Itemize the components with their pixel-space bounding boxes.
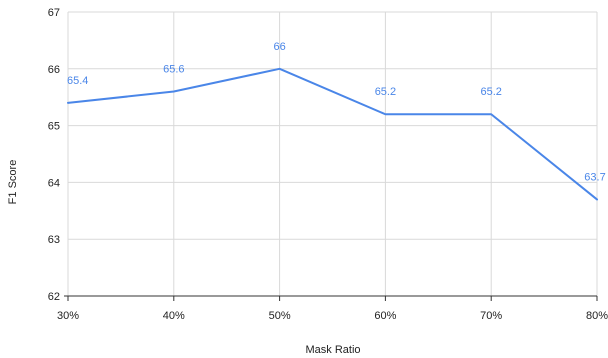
y-tick-label: 63 [48, 234, 60, 246]
data-label: 66 [273, 41, 285, 53]
y-tick-label: 62 [48, 291, 60, 303]
x-tick-label: 30% [57, 310, 79, 322]
y-tick-label: 64 [48, 177, 60, 189]
x-tick-label: 60% [374, 310, 396, 322]
data-label: 63.7 [584, 171, 605, 183]
data-label: 65.4 [67, 75, 88, 87]
x-tick-label: 80% [586, 310, 608, 322]
label-layer: 65.4 65.6 66 65.2 65.2 63.7 [67, 41, 606, 184]
grid-layer [67, 11, 598, 296]
x-tick-label: 50% [269, 310, 291, 322]
y-axis-title: F1 Score [7, 160, 19, 205]
series-layer [67, 67, 598, 201]
data-label: 65.2 [375, 86, 396, 98]
x-tick-label: 70% [480, 310, 502, 322]
data-label: 65.6 [163, 64, 184, 76]
x-tick-label: 40% [163, 310, 185, 322]
series-line [67, 67, 598, 201]
data-label: 65.2 [480, 86, 501, 98]
y-tick-label: 66 [48, 64, 60, 76]
x-axis-title: Mask Ratio [305, 344, 360, 356]
y-tick-label: 67 [48, 7, 60, 19]
axis-layer: 62 63 64 65 66 67 30% 40% 50% 60% 70% 80% [48, 7, 608, 322]
y-tick-label: 65 [48, 121, 60, 133]
